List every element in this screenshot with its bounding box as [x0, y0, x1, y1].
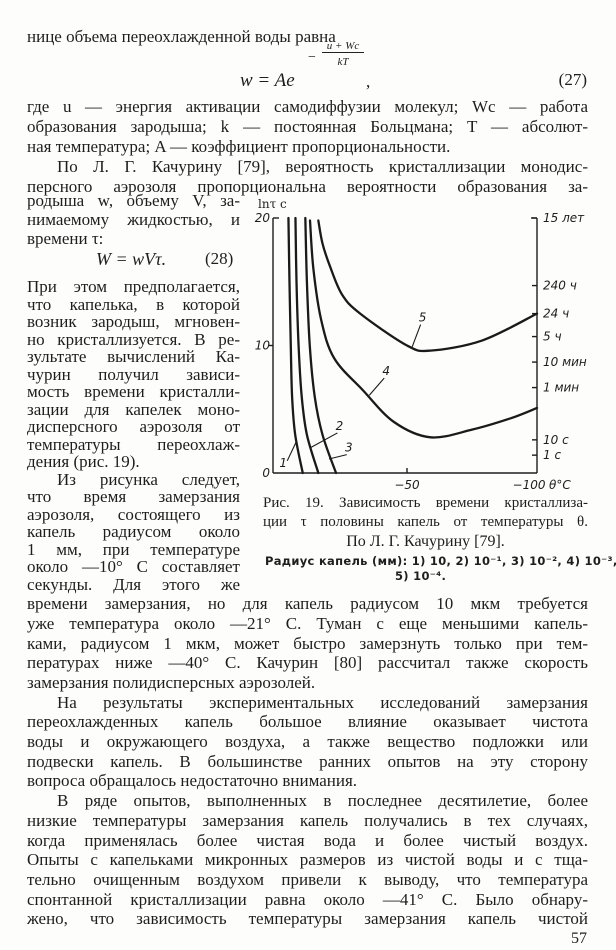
- text-line: жено, что зависимость температуры замерз…: [27, 909, 588, 929]
- text-line: переохлажденных капель большое влияние о…: [27, 712, 588, 732]
- text-line: что время замерзания: [27, 487, 240, 507]
- series-3-label: 3: [345, 441, 353, 455]
- text-line: При этом предполагается,: [27, 277, 240, 297]
- x-tick-label: −100: [513, 478, 546, 492]
- caption-legend-line: Радиус капель (мм): 1) 10, 2) 10⁻¹, 3) 1…: [265, 554, 616, 568]
- series-5-label: 5: [419, 311, 427, 325]
- series-4-line: [308, 219, 539, 439]
- text-line: дения (рис. 19).: [27, 452, 140, 472]
- series-1-line: [287, 216, 304, 475]
- text-line: родыша w, объему V, за-: [27, 190, 240, 210]
- series-3-leader: [328, 454, 347, 460]
- eq27-comma: ,: [366, 72, 371, 91]
- series-2-line: [294, 216, 320, 475]
- series-3-line: [304, 216, 338, 475]
- text-line: персного аэрозоля пропорциональна вероят…: [27, 177, 588, 196]
- text-line: ками, радиусом 1 мкм, может быстро замер…: [27, 633, 588, 653]
- text-line: 1 мм, при температуре: [27, 539, 240, 559]
- text-line: Из рисунка следует,: [57, 469, 240, 489]
- text-line: вопроса обращалось недостаточно внимания…: [27, 771, 358, 791]
- text-line: В ряде опытов, выполненных в последнее д…: [57, 791, 588, 811]
- text-line: пературах ниже —40° С. Качурин [80] расс…: [27, 653, 588, 673]
- eq27-exp-denominator: kT: [337, 56, 349, 68]
- series-5-leader: [411, 324, 422, 347]
- caption-line: Рис. 19. Зависимость времени кристаллиза…: [263, 495, 588, 511]
- text-line: зации для капелек моно-: [27, 399, 240, 419]
- right-tick-label: 24 ч: [543, 307, 569, 321]
- x-tick-label: −50: [394, 478, 420, 492]
- text-line: образования зародыша; k — постоянная Бол…: [27, 117, 588, 136]
- text-line: зультате вычислений Ка-: [27, 347, 240, 367]
- right-tick-label: 1 с: [543, 448, 561, 462]
- page-number: 57: [571, 930, 587, 947]
- caption-line: ции τ половины капель от температуры θ.: [263, 514, 588, 530]
- text-line: возник зародыш, мгновен-: [27, 312, 240, 332]
- y-axis-label: lnτ c: [258, 197, 287, 211]
- right-tick-label: 240 ч: [543, 279, 577, 293]
- text-line: тельно очищенным воздухом привели к выво…: [27, 869, 588, 889]
- eq27-number: (27): [558, 70, 587, 89]
- text-line: секунды. Для этого же: [27, 574, 240, 594]
- series-4-leader: [368, 377, 385, 396]
- text-line: но кристаллизуется. В ре-: [27, 329, 240, 349]
- text-line: времени замерзания, но для капель радиус…: [27, 594, 588, 614]
- eq27-lhs: w = Ae: [240, 70, 295, 91]
- text-line: уже температура около —21° С. Туман с ещ…: [27, 613, 588, 633]
- series-4-label: 4: [382, 364, 390, 378]
- text-line: когда применялась более чистая вода и бо…: [27, 830, 588, 850]
- text-line: спонтанной кристаллизации равна около —4…: [27, 889, 588, 909]
- y-tick-label: 0: [262, 466, 270, 480]
- text-line: По Л. Г. Качурину [79], вероятность крис…: [57, 157, 588, 176]
- text-line: времени τ:: [27, 228, 104, 248]
- series-2-label: 2: [336, 419, 344, 433]
- text-line: Опыты с капельками микронных размеров из…: [27, 850, 588, 870]
- caption-legend-line: 5) 10⁻⁴.: [395, 569, 447, 583]
- right-tick-label: 15 лет: [543, 211, 585, 225]
- text-line: что капелька, в которой: [27, 294, 240, 314]
- y-tick-label: 10: [255, 339, 271, 353]
- eq28-number: (28): [205, 249, 234, 268]
- series-1-label: 1: [279, 456, 287, 470]
- text-line: температуры переохлаж-: [27, 434, 240, 454]
- eq28-body: W = wVτ.: [96, 249, 167, 269]
- text-line: мость времени кристалли-: [27, 382, 240, 402]
- text-line: нимаемому жидкостью, и: [27, 209, 240, 229]
- text-line: где u — энергия активации самодиффузии м…: [27, 97, 588, 116]
- caption-line: По Л. Г. Качурину [79].: [346, 533, 505, 550]
- text-line: чурин получил зависи-: [27, 364, 240, 384]
- right-tick-label: 1 мин: [543, 381, 579, 395]
- y-tick-label: 20: [255, 211, 271, 225]
- text-line: замерзания полидисперсных аэрозолей.: [27, 672, 316, 692]
- series-5-line: [317, 219, 539, 353]
- eq27-exp-sign: −: [308, 50, 316, 65]
- series-1-leader: [286, 442, 297, 462]
- right-tick-label: 5 ч: [543, 330, 562, 344]
- text-line: около —10° С составляет: [27, 557, 240, 577]
- text-line: капель радиусом около: [27, 522, 240, 542]
- right-tick-label: 10 с: [543, 433, 569, 447]
- right-tick-label: 10 мин: [543, 355, 587, 369]
- text-line: нице объема переохлажденной воды равна: [27, 27, 336, 46]
- text-line: На результаты экспериментальных исследов…: [57, 692, 588, 712]
- text-line: ная температура; A — коэффициент пропорц…: [27, 137, 451, 156]
- text-line: воды и окружающего воздуха, а также веще…: [27, 732, 588, 752]
- text-line: низкие температуры замерзания капель пол…: [27, 810, 588, 830]
- text-line: аэрозоля, состоящего из: [27, 504, 240, 524]
- x-axis-label: θ°C: [549, 478, 571, 492]
- text-line: подвески капель. В большинстве ранних оп…: [27, 751, 588, 771]
- text-line: дисперсного аэрозоля от: [27, 417, 240, 437]
- eq27-exp-numerator: u + Wc: [322, 40, 364, 53]
